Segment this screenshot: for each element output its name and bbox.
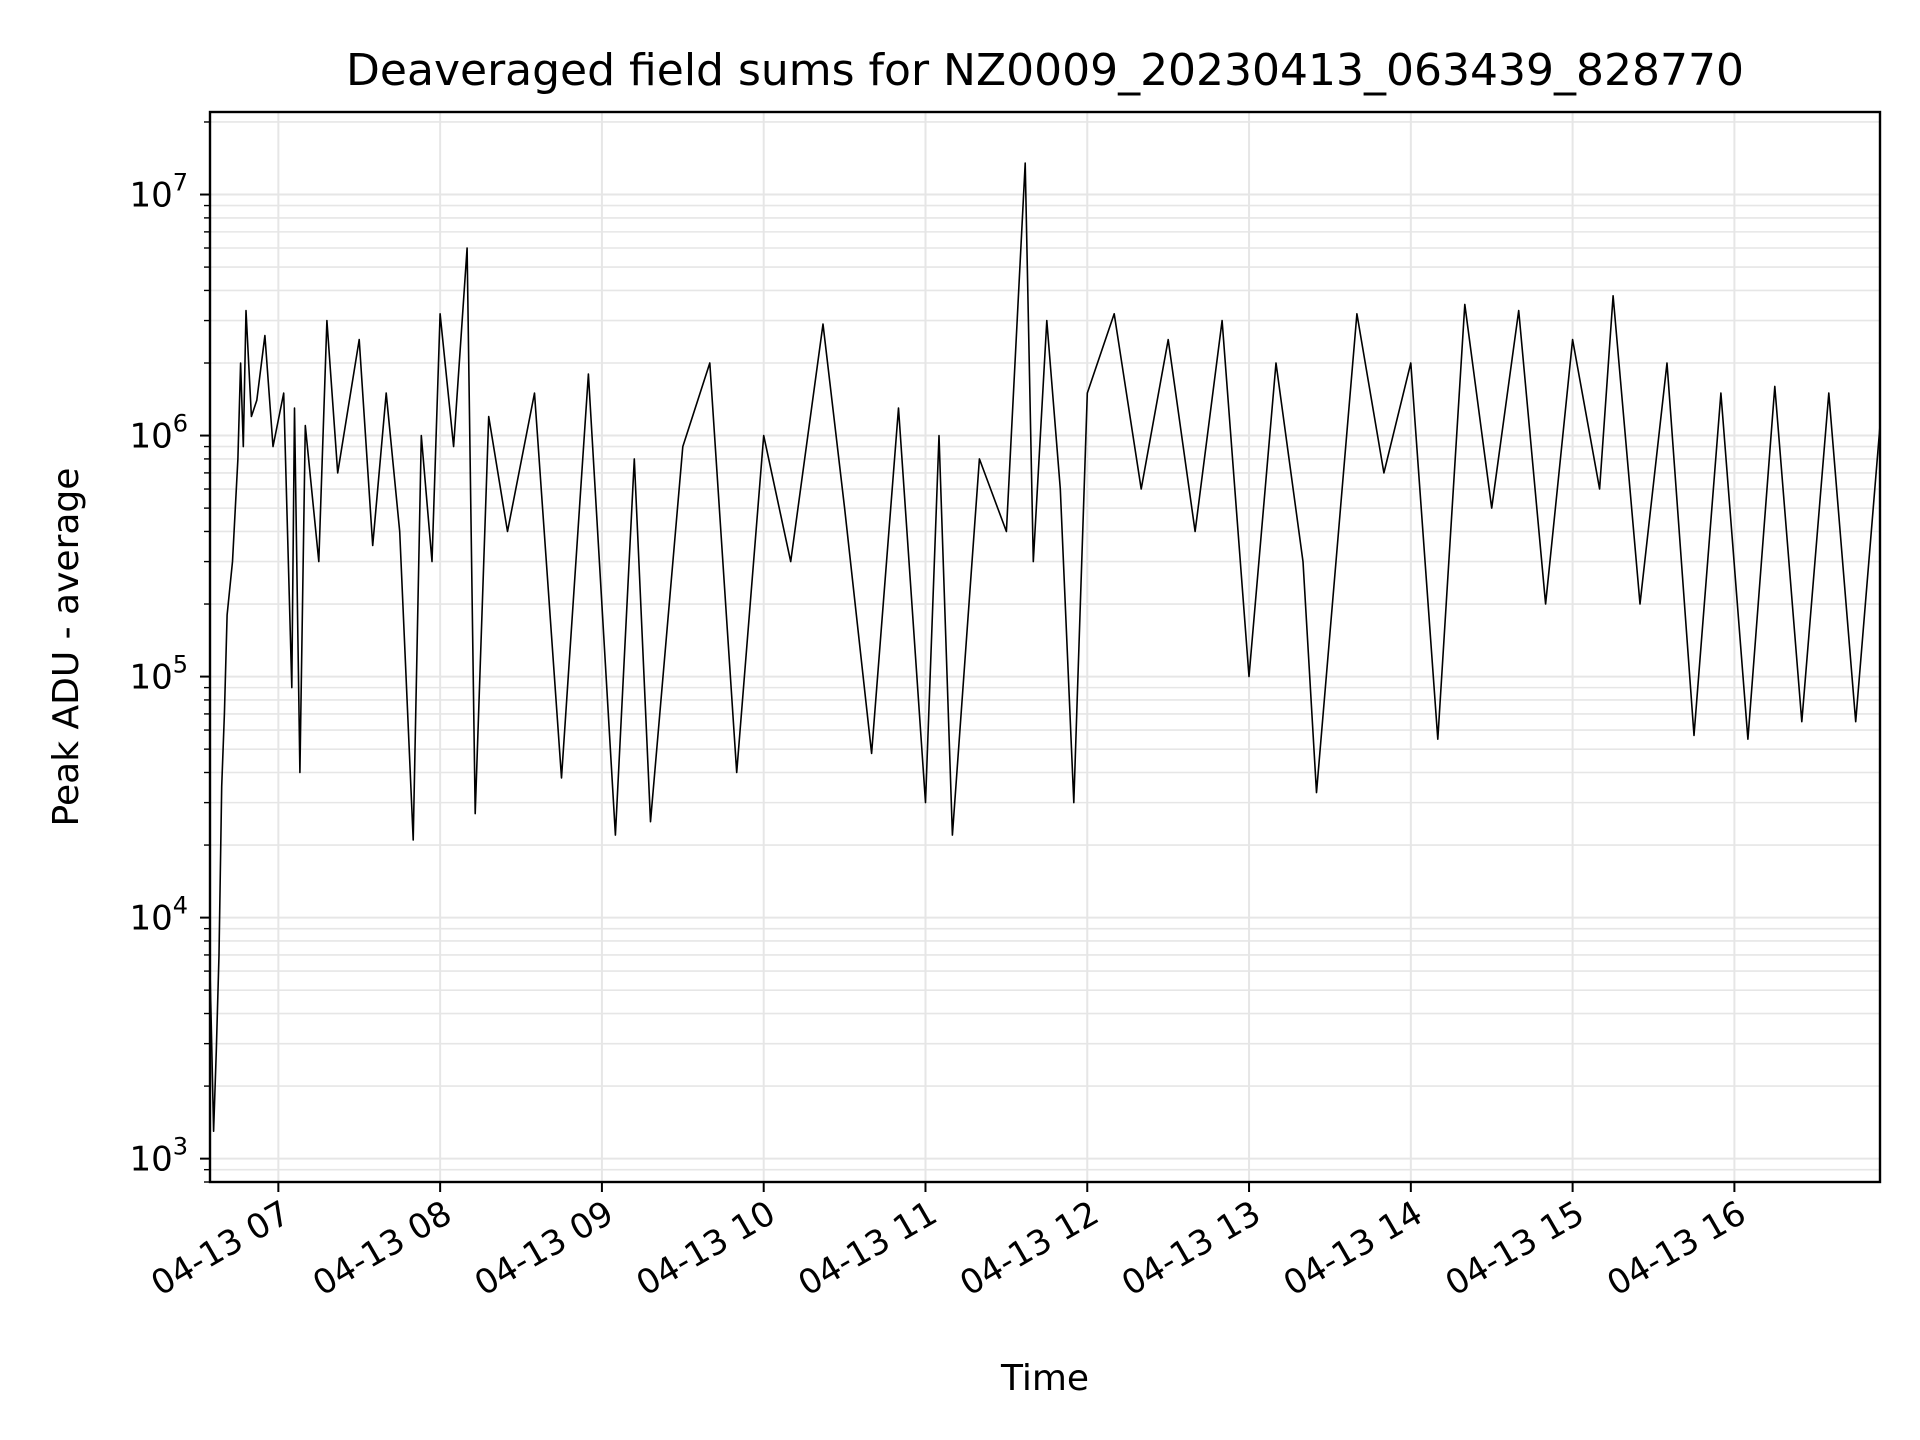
plot-frame xyxy=(208,110,1882,1184)
y-axis-label: Peak ADU - average xyxy=(46,468,87,827)
x-axis-label: Time xyxy=(1000,1358,1089,1399)
grid-lines xyxy=(210,112,1880,1183)
series-line xyxy=(209,162,1881,1132)
y-tick-label: 107 xyxy=(129,169,188,216)
y-tick-label: 105 xyxy=(129,651,188,698)
chart-title: Deaveraged field sums for NZ0009_2023041… xyxy=(346,45,1744,96)
y-axis-ticks: 103 104 105 106 107 xyxy=(129,121,210,1183)
series-layer xyxy=(209,162,1881,1132)
y-tick-label: 106 xyxy=(129,410,188,457)
y-tick-label: 104 xyxy=(129,892,188,939)
y-tick-label: 103 xyxy=(129,1133,188,1180)
